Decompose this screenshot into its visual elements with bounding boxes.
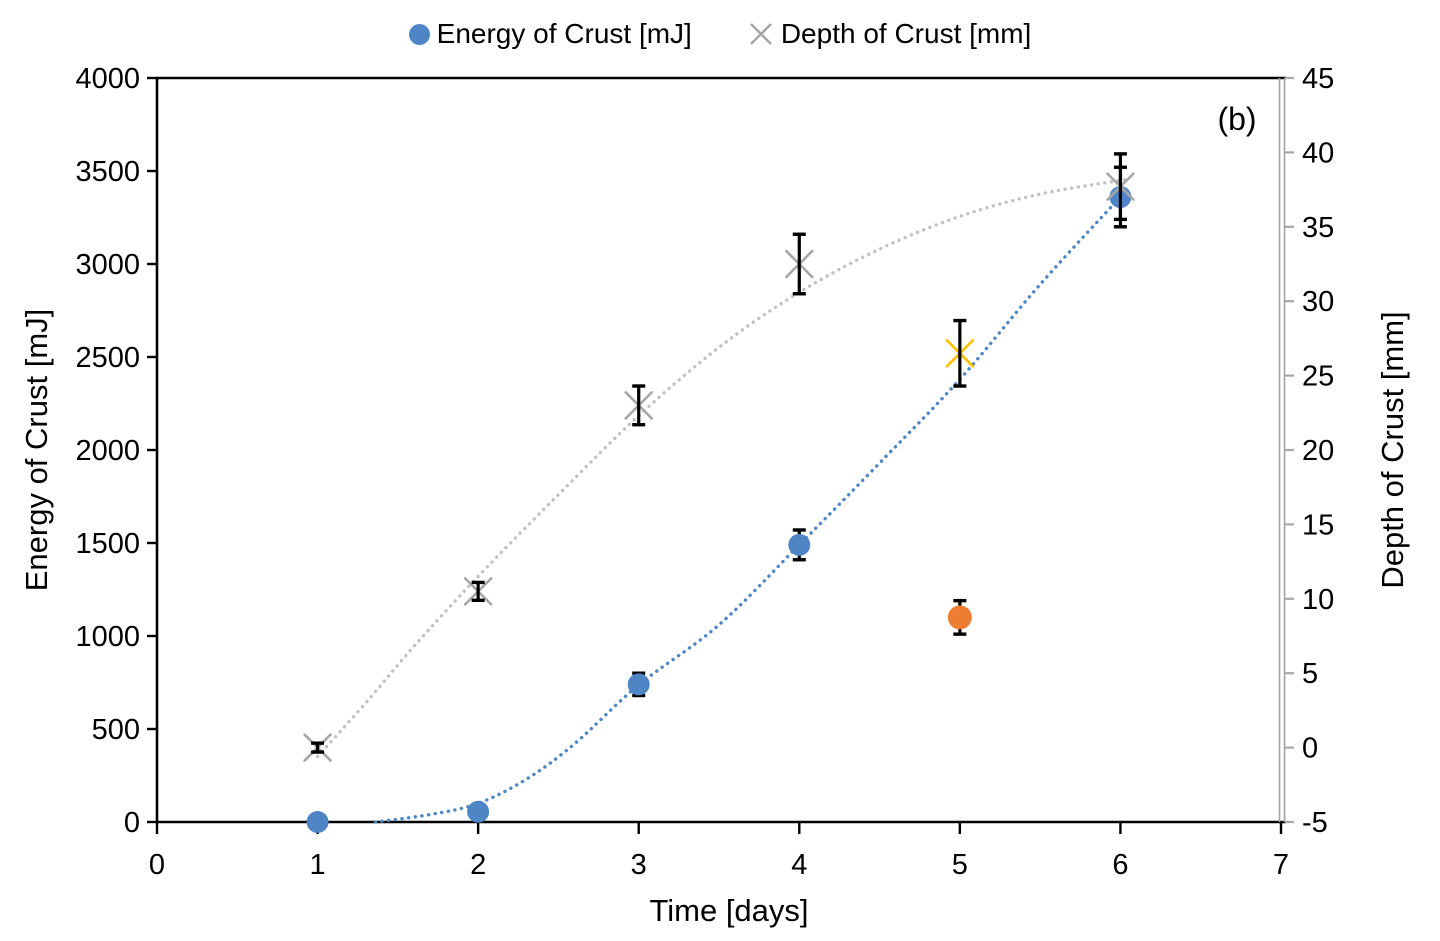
svg-text:500: 500: [92, 714, 140, 746]
svg-text:2500: 2500: [75, 342, 140, 374]
svg-text:35: 35: [1302, 212, 1334, 244]
svg-text:4000: 4000: [75, 63, 140, 95]
svg-text:2000: 2000: [75, 435, 140, 467]
legend-x-marker-icon: [749, 23, 772, 45]
svg-text:7: 7: [1273, 849, 1289, 881]
svg-text:2: 2: [470, 849, 486, 881]
svg-text:3: 3: [631, 849, 647, 881]
svg-text:6: 6: [1112, 849, 1128, 881]
legend-item-depth: Depth of Crust [mm]: [748, 17, 1032, 51]
svg-text:-5: -5: [1302, 807, 1328, 839]
x-axis-title: Time [days]: [649, 893, 809, 928]
svg-text:3500: 3500: [75, 156, 140, 188]
svg-text:10: 10: [1302, 584, 1334, 616]
svg-text:20: 20: [1302, 435, 1334, 467]
svg-text:25: 25: [1302, 361, 1334, 393]
svg-text:5: 5: [1302, 658, 1318, 690]
svg-text:0: 0: [149, 849, 165, 881]
legend-item-energy: Energy of Crust [mJ]: [408, 17, 692, 51]
svg-text:5: 5: [952, 849, 968, 881]
legend-label-depth: Depth of Crust [mm]: [780, 18, 1032, 49]
svg-text:1000: 1000: [75, 621, 140, 653]
svg-text:30: 30: [1302, 286, 1334, 318]
right-y-axis-title: Depth of Crust [mm]: [1375, 311, 1410, 589]
svg-text:40: 40: [1302, 137, 1334, 169]
svg-text:15: 15: [1302, 509, 1334, 541]
svg-text:0: 0: [124, 807, 140, 839]
panel-label: (b): [1217, 101, 1257, 137]
svg-text:3000: 3000: [75, 249, 140, 281]
legend-label-energy: Energy of Crust [mJ]: [436, 18, 692, 49]
svg-text:1: 1: [310, 849, 326, 881]
chart-legend: Energy of Crust [mJ] Depth of Crust [mm]: [0, 17, 1440, 51]
svg-text:45: 45: [1302, 63, 1334, 95]
svg-text:0: 0: [1302, 733, 1318, 765]
left-y-axis-title: Energy of Crust [mJ]: [19, 308, 54, 592]
svg-text:1500: 1500: [75, 528, 140, 560]
svg-text:4: 4: [791, 849, 807, 881]
legend-circle-marker-icon: [408, 23, 430, 45]
